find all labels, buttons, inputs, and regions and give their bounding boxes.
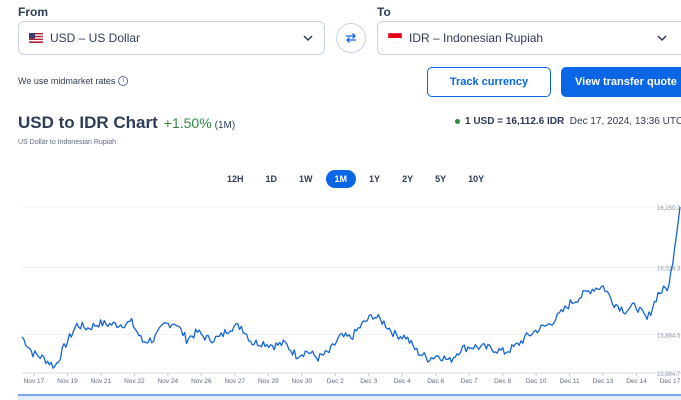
series-line (21, 207, 681, 369)
x-tick-label: Nov 19 (57, 378, 78, 385)
period-10y-button[interactable]: 10Y (468, 174, 485, 184)
chart-heading: USD to IDR Chart +1.50% (1M) (18, 113, 235, 133)
track-currency-button[interactable]: Track currency (427, 67, 551, 97)
change-percent: +1.50% (163, 115, 212, 131)
x-tick-label: Dec 13 (593, 378, 614, 385)
rate-chart[interactable]: 16,150.2 16,024.3 15,884.5 15,804.7 Nov 17 No… (0, 195, 681, 393)
x-tick-label: Dec 10 (526, 378, 547, 385)
y-tick-label: 15,884.5 (657, 334, 681, 340)
x-tick-label: Nov 30 (291, 378, 312, 385)
x-tick-label: Nov 29 (258, 378, 279, 385)
period-selector: 12H 1D 1W 1M 1Y 2Y 5Y 10Y (216, 170, 495, 188)
x-tick-label: Nov 27 (225, 378, 246, 385)
x-tick-label: Dec 2 (327, 378, 344, 385)
to-currency-text: IDR – Indonesian Rupiah (409, 31, 544, 45)
y-tick-label: 16,024.3 (657, 266, 681, 272)
chart-subtitle: US Dollar to Indonesian Rupiah (18, 139, 117, 146)
period-1m-button[interactable]: 1M (325, 170, 357, 188)
chevron-down-icon (657, 35, 667, 42)
to-currency-select[interactable]: IDR – Indonesian Rupiah (377, 21, 681, 55)
from-label: From (18, 5, 48, 19)
rate-timestamp: Dec 17, 2024, 13:36 UTC (569, 116, 681, 127)
swap-currencies-button[interactable] (336, 23, 366, 53)
x-tick-label: Nov 17 (24, 378, 45, 385)
x-tick-label: Dec 17 (660, 378, 681, 385)
y-tick-label: 15,804.7 (657, 372, 681, 378)
y-tick-label: 16,150.2 (657, 206, 681, 212)
period-2y-button[interactable]: 2Y (402, 174, 414, 184)
period-1y-button[interactable]: 1Y (369, 174, 381, 184)
current-rate: 1 USD = 16,112.6 IDR Dec 17, 2024, 13:36… (455, 116, 681, 127)
to-label: To (377, 5, 391, 19)
live-dot-icon (455, 118, 460, 124)
x-tick-label: Nov 24 (158, 378, 179, 385)
change-period: (1M) (214, 120, 236, 131)
x-tick-label: Dec 3 (360, 378, 377, 385)
period-1w-button[interactable]: 1W (299, 174, 313, 184)
x-tick-label: Dec 8 (494, 378, 511, 385)
info-icon[interactable]: i (118, 76, 129, 86)
chevron-down-icon (303, 35, 313, 42)
swap-arrows-icon (346, 33, 356, 43)
rate-pair: 1 USD = 16,112.6 IDR (465, 116, 565, 127)
midmarket-note: We use midmarket rates i (18, 76, 129, 86)
x-tick-label: Nov 22 (124, 378, 145, 385)
period-5y-button[interactable]: 5Y (435, 174, 447, 184)
x-tick-label: Dec 4 (394, 378, 411, 385)
x-tick-label: Nov 21 (91, 378, 112, 385)
view-transfer-quote-button[interactable]: View transfer quote (561, 67, 681, 97)
from-currency-select[interactable]: USD – US Dollar (18, 21, 325, 55)
page-title: USD to IDR Chart (18, 113, 158, 132)
period-12h-button[interactable]: 12H (227, 174, 244, 184)
id-flag-icon (388, 33, 402, 43)
x-tick-label: Dec 6 (427, 378, 444, 385)
period-1d-button[interactable]: 1D (265, 174, 278, 184)
x-tick-label: Dec 14 (626, 378, 647, 385)
x-tick-label: Dec 11 (560, 378, 580, 385)
x-tick-label: Dec 7 (461, 378, 478, 385)
from-currency-text: USD – US Dollar (50, 31, 141, 45)
midmarket-note-text: We use midmarket rates (18, 76, 116, 86)
x-tick-label: Nov 26 (191, 378, 212, 385)
us-flag-icon (29, 33, 43, 43)
bottom-panel-edge (18, 394, 681, 400)
